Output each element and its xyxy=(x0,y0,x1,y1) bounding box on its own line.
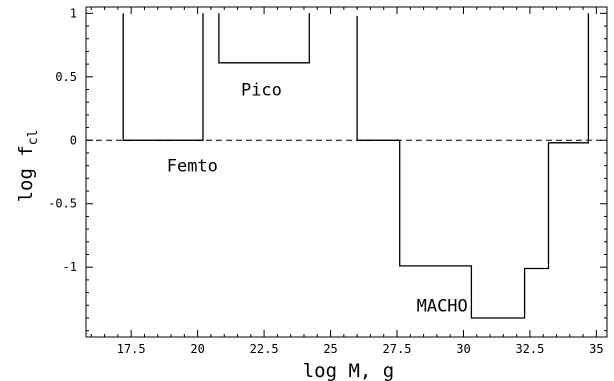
x-tick-label: 20 xyxy=(190,342,204,356)
x-tick-label: 17.5 xyxy=(117,342,146,356)
y-axis-title-main: log f xyxy=(15,145,37,202)
y-tick-label: -1 xyxy=(63,260,77,274)
series-line-macho xyxy=(356,13,590,319)
series-label-pico: Pico xyxy=(241,81,282,101)
series-line-pico xyxy=(218,13,310,64)
y-axis-title-subscript: cl xyxy=(26,130,41,146)
x-tick-label: 32.5 xyxy=(515,342,544,356)
labels-group: 17.5 20 22.5 25 27.5 30 32.5 35 1 0.5 0 -0.5 -1 Femto… xyxy=(48,6,604,356)
x-axis-title: log M, g xyxy=(303,360,395,381)
series-label-femto: Femto xyxy=(167,157,218,177)
x-tick-label: 27.5 xyxy=(383,342,412,356)
y-axis-title: log fcl xyxy=(15,130,41,203)
x-tick-label: 35 xyxy=(589,342,603,356)
series-line-femto xyxy=(122,13,204,141)
y-tick-label: 0 xyxy=(70,133,77,147)
x-tick-label: 22.5 xyxy=(250,342,279,356)
ticks-group xyxy=(86,7,607,337)
series-label-macho: MACHO xyxy=(417,296,468,316)
y-tick-label: 1 xyxy=(70,6,77,20)
x-tick-label: 30 xyxy=(456,342,470,356)
y-tick-label: 0.5 xyxy=(55,70,77,84)
plot-frame xyxy=(85,6,608,338)
series-group xyxy=(122,13,590,319)
x-tick-label: 25 xyxy=(323,342,337,356)
y-tick-label: -0.5 xyxy=(48,197,77,211)
